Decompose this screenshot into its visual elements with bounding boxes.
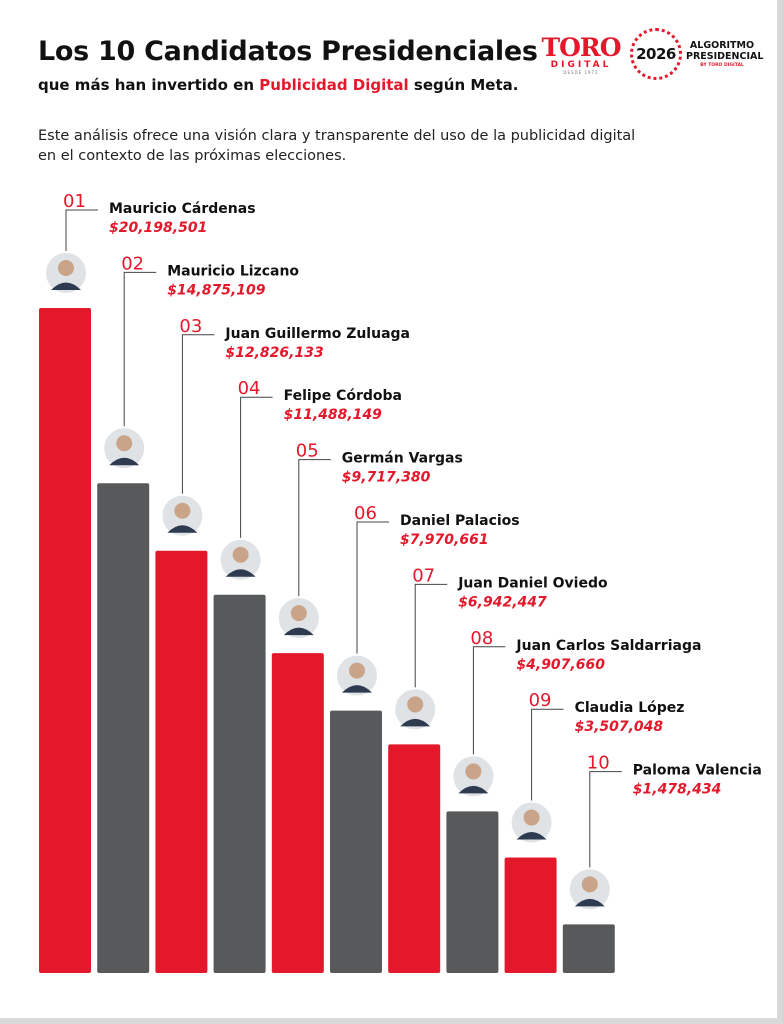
page-edge-bottom bbox=[0, 1018, 783, 1024]
page-description: Este análisis ofrece una visión clara y … bbox=[38, 128, 636, 164]
page-subtitle: que más han invertido en Publicidad Digi… bbox=[38, 76, 518, 94]
toro-logo-since: DESDE 1972 bbox=[563, 70, 599, 75]
candidate-name-label: Mauricio Lizcano bbox=[167, 263, 299, 279]
candidate-name-label: Juan Daniel Oviedo bbox=[457, 575, 608, 591]
subtitle-text-end: Meta. bbox=[470, 76, 519, 94]
avatar-shoulders-icon bbox=[283, 627, 314, 636]
leader-line bbox=[240, 396, 273, 539]
algo-logo-line1: ALGORITMO bbox=[689, 40, 755, 51]
value-label: $20,198,501 bbox=[109, 220, 207, 236]
rank-label: 10 bbox=[587, 753, 610, 774]
bar bbox=[155, 550, 208, 973]
leader-line bbox=[181, 334, 215, 495]
bar bbox=[562, 924, 615, 973]
avatar-face-icon bbox=[349, 662, 365, 679]
avatar-shoulders-icon bbox=[51, 282, 81, 290]
seal-2026-logo: 2026 bbox=[630, 28, 682, 80]
avatar-face-icon bbox=[523, 809, 540, 826]
candidate-name-label: Paloma Valencia bbox=[633, 763, 762, 779]
avatar-face-icon bbox=[290, 605, 307, 622]
avatar-shoulders-icon bbox=[109, 457, 140, 466]
leader-line bbox=[298, 459, 331, 598]
rank-label: 09 bbox=[529, 690, 552, 711]
rank-label: 06 bbox=[354, 503, 377, 524]
subtitle-text-start: que más han invertido en bbox=[38, 76, 260, 94]
rank-label: 07 bbox=[412, 565, 435, 586]
bar bbox=[504, 857, 557, 973]
value-label: $12,826,133 bbox=[225, 345, 323, 361]
subtitle-text-mid: según bbox=[408, 76, 471, 94]
value-label: $3,507,048 bbox=[575, 719, 664, 735]
avatar-face-icon bbox=[407, 696, 424, 713]
value-label: $9,717,380 bbox=[342, 470, 431, 486]
toro-logo-word: TORO bbox=[541, 33, 622, 62]
bar bbox=[446, 811, 499, 973]
avatar-shoulders-icon bbox=[225, 569, 256, 577]
leader-line bbox=[531, 708, 564, 802]
avatar-face-icon bbox=[581, 876, 598, 893]
page-edge-right bbox=[777, 0, 783, 1024]
avatar-face-icon bbox=[232, 546, 249, 563]
candidate-name-label: Germán Vargas bbox=[342, 451, 463, 467]
value-label: $1,478,434 bbox=[633, 782, 722, 798]
value-label: $7,970,661 bbox=[400, 532, 489, 548]
avatar-face-icon bbox=[465, 763, 482, 780]
leader-line bbox=[589, 771, 622, 869]
rank-label: 08 bbox=[470, 628, 493, 649]
leader-line bbox=[356, 521, 389, 655]
candidate-name-label: Daniel Palacios bbox=[400, 513, 520, 529]
candidate-name-label: Felipe Córdoba bbox=[284, 388, 402, 404]
avatar-shoulders-icon bbox=[574, 898, 605, 907]
candidate-name-label: Claudia López bbox=[575, 700, 685, 716]
avatar-shoulders-icon bbox=[516, 832, 547, 840]
value-label: $14,875,109 bbox=[167, 282, 266, 298]
leader-line bbox=[414, 583, 448, 689]
bar bbox=[330, 710, 382, 973]
candidate-name-label: Juan Guillermo Zuluaga bbox=[224, 326, 410, 342]
value-label: $4,907,660 bbox=[516, 657, 605, 673]
bar bbox=[213, 594, 266, 973]
rank-label: 05 bbox=[296, 441, 319, 462]
bar bbox=[39, 308, 91, 973]
avatar-shoulders-icon bbox=[458, 785, 489, 794]
toro-digital-logo: TORO DIGITAL DESDE 1972 bbox=[540, 33, 622, 76]
seal-year: 2026 bbox=[636, 45, 676, 63]
leader-line bbox=[472, 646, 506, 756]
avatar-shoulders-icon bbox=[342, 685, 372, 693]
algoritmo-presidencial-logo: ALGORITMO PRESIDENCIAL BY TORO DIGITAL bbox=[686, 40, 764, 70]
bar bbox=[97, 483, 150, 973]
toro-logo-sub: DIGITAL bbox=[550, 60, 612, 70]
bar bbox=[388, 744, 441, 973]
algo-logo-line2: PRESIDENCIAL bbox=[686, 51, 764, 62]
subtitle-highlight: Publicidad Digital bbox=[259, 76, 409, 94]
rank-label: 02 bbox=[121, 253, 144, 274]
avatar-face-icon bbox=[174, 502, 191, 519]
avatar-face-icon bbox=[116, 435, 133, 452]
page-title: Los 10 Candidatos Presidenciales bbox=[38, 36, 538, 67]
leader-line bbox=[123, 271, 157, 428]
candidate-name-label: Juan Carlos Saldarriaga bbox=[515, 638, 701, 654]
bar bbox=[271, 653, 324, 973]
avatar-shoulders-icon bbox=[400, 718, 431, 727]
rank-label: 01 bbox=[63, 191, 86, 212]
rank-label: 03 bbox=[179, 316, 202, 337]
value-label: $11,488,149 bbox=[284, 407, 383, 423]
leader-line bbox=[65, 209, 98, 252]
rank-label: 04 bbox=[238, 378, 261, 399]
avatar-face-icon bbox=[58, 260, 74, 276]
candidate-name-label: Mauricio Cárdenas bbox=[109, 201, 256, 217]
value-label: $6,942,447 bbox=[458, 594, 547, 610]
avatar-shoulders-icon bbox=[167, 525, 198, 533]
algo-logo-line3: BY TORO DIGITAL bbox=[700, 63, 744, 68]
